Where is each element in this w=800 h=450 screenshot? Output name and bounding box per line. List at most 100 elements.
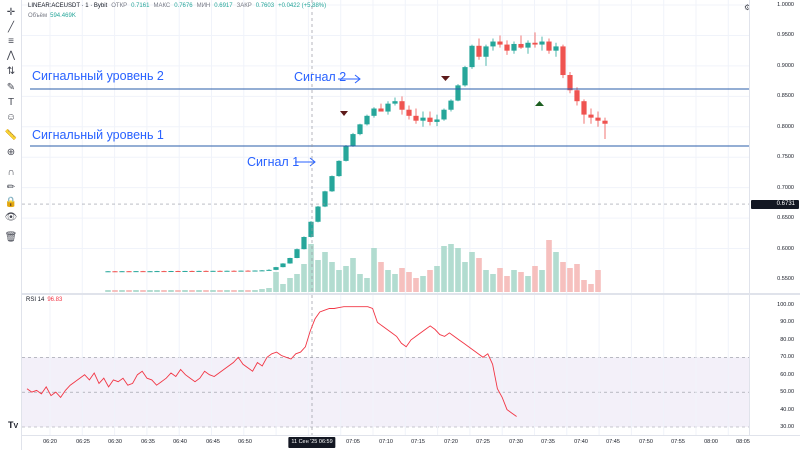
volume-bar — [567, 268, 573, 292]
volume-bar — [434, 266, 440, 292]
rsi-value: 96.83 — [47, 297, 63, 303]
candle-body — [308, 221, 314, 237]
time-tick-label: 06:40 — [173, 439, 187, 445]
volume-bar — [455, 248, 461, 292]
emoji-icon[interactable]: ☺ — [5, 111, 17, 123]
rsi-chart-svg[interactable] — [22, 295, 749, 435]
candle-body — [112, 271, 118, 273]
volume-bar — [441, 246, 447, 292]
signal-2-arrow — [338, 74, 361, 84]
candle-body — [147, 271, 153, 273]
rsi-legend: RSI 14 96.83 — [26, 297, 62, 303]
volume-bar — [560, 262, 566, 292]
open-value: 0.7161 — [131, 3, 150, 9]
low-label: МИН — [196, 3, 211, 9]
candle-body — [217, 270, 223, 272]
time-tick-label: 06:20 — [43, 439, 57, 445]
volume-bar — [196, 290, 202, 292]
price-tick-label: 0.8500 — [777, 93, 794, 100]
candle-body — [224, 270, 230, 272]
lock-drawing-icon[interactable]: ✏ — [6, 181, 16, 193]
candle-body — [301, 236, 307, 250]
current-price-tag: 0.6731 — [751, 199, 799, 209]
time-tick-label: 08:00 — [704, 439, 718, 445]
ruler-icon[interactable]: 📏 — [4, 129, 18, 141]
settings-icon[interactable]: ⚙ — [744, 3, 752, 12]
volume-bar — [371, 248, 377, 292]
price-tick-label: 0.8000 — [777, 123, 794, 130]
projection-icon[interactable]: ⇅ — [6, 65, 16, 77]
candle-body — [154, 271, 160, 273]
crosshair-icon[interactable]: ✛ — [6, 6, 16, 18]
symbol-legend: LINEAR:ACEUSDT · 1 · Bybit ОТКР 0.7161 МА… — [28, 3, 326, 9]
price-chart-pane[interactable]: LINEAR:ACEUSDT · 1 · Bybit ОТКР 0.7161 МА… — [22, 0, 749, 293]
pane-separator[interactable] — [22, 293, 800, 295]
time-tick-label: 08:05 — [736, 439, 750, 445]
candle-body — [196, 270, 202, 272]
pattern-icon[interactable]: ⋀ — [6, 49, 16, 61]
candle-body — [133, 271, 139, 273]
volume-bar — [147, 290, 153, 292]
rsi-tick-label: 90.00 — [780, 319, 794, 326]
text-icon[interactable]: T — [7, 96, 15, 108]
candle-body — [560, 46, 566, 76]
candle-body — [420, 117, 426, 121]
candle-body — [504, 44, 510, 51]
volume-bar — [483, 270, 489, 292]
fib-icon[interactable]: ≡ — [8, 35, 14, 47]
price-tick-label: 0.6500 — [777, 215, 794, 222]
signal-level-2-label[interactable]: Сигнальный уровень 2 — [32, 69, 164, 83]
rsi-tick-label: 100.00 — [777, 302, 794, 308]
candle-body — [567, 75, 573, 91]
tradingview-logo[interactable]: TV — [8, 420, 19, 430]
volume-bar — [154, 290, 160, 292]
volume-bar — [399, 268, 405, 292]
candle-body — [546, 41, 552, 51]
volume-bar — [140, 290, 146, 292]
eye-icon[interactable]: 👁 — [4, 211, 18, 223]
time-axis[interactable]: 06:20 06:25 06:30 06:35 06:40 06:45 06:50 07:05… — [22, 435, 800, 450]
rsi-tick-label: 80.00 — [780, 336, 794, 343]
volume-bar — [168, 290, 174, 292]
candle-body — [210, 270, 216, 272]
candle-body — [168, 271, 174, 273]
brush-icon[interactable]: ✎ — [6, 81, 16, 93]
volume-bar — [469, 252, 475, 292]
volume-bar — [329, 262, 335, 292]
price-chart-svg[interactable] — [22, 0, 749, 293]
magnet-icon[interactable]: ∩ — [7, 166, 15, 178]
trash-icon[interactable]: 🗑 — [4, 231, 18, 243]
price-tick-label: 0.7000 — [777, 184, 794, 191]
candle-body — [273, 267, 279, 270]
rsi-scale[interactable]: 100.00 90.00 80.00 70.00 60.00 50.00 40.00 30.0… — [749, 295, 800, 435]
candle-body — [287, 257, 293, 264]
signal-2-label[interactable]: Сигнал 2 — [294, 70, 347, 84]
volume-bar — [497, 268, 503, 292]
signal-1-label[interactable]: Сигнал 1 — [247, 155, 300, 169]
zoom-icon[interactable]: ⊕ — [6, 146, 16, 158]
time-tick-label: 06:45 — [206, 439, 220, 445]
volume-bar — [119, 290, 125, 292]
volume-bar — [217, 290, 223, 292]
candle-body — [259, 270, 265, 272]
candle-body — [238, 270, 244, 272]
high-label: МАКС — [153, 3, 171, 9]
candle-body — [266, 269, 272, 271]
rsi-tick-label: 40.00 — [780, 406, 794, 413]
candle-body — [602, 120, 608, 124]
volume-bar — [336, 270, 342, 292]
candle-body — [532, 42, 538, 45]
volume-bar — [462, 262, 468, 292]
trendline-icon[interactable]: ╱ — [7, 21, 15, 33]
candle-body — [385, 103, 391, 112]
lock-icon[interactable]: 🔒 — [4, 196, 18, 208]
candle-body — [175, 271, 181, 273]
volume-bar — [504, 276, 510, 292]
rsi-tick-label: 70.00 — [780, 354, 794, 361]
rsi-pane[interactable]: RSI 14 96.83 — [22, 295, 749, 435]
candle-body — [245, 270, 251, 272]
volume-bar — [273, 272, 279, 292]
signal-level-1-label[interactable]: Сигнальный уровень 1 — [32, 128, 164, 142]
price-scale[interactable]: 1.0000 0.9500 0.9000 0.8500 0.8000 0.7500 0.70… — [749, 0, 800, 293]
time-tick-label: 07:10 — [379, 439, 393, 445]
